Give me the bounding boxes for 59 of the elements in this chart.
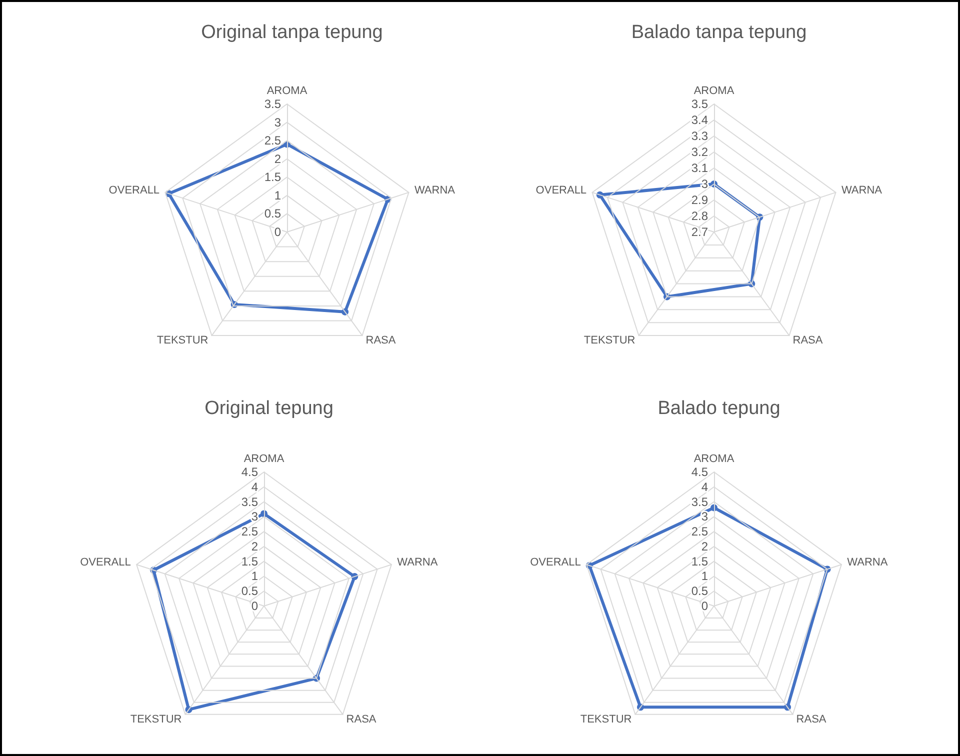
y-tick-label: 2.8 [691,209,708,223]
y-tick-label: 4.5 [241,465,258,479]
spoke-label: RASA [792,334,824,346]
y-tick-label: 1 [274,188,282,202]
spoke-label: WARNA [414,184,456,197]
y-tick-label: 2.7 [691,225,708,239]
y-tick-label: 3 [274,115,282,130]
y-tick-label: 4.5 [691,465,708,479]
spoke-label: OVERALL [80,556,131,569]
y-tick-label: 3.1 [691,161,708,175]
chart-title: Balado tepung [658,398,780,419]
spoke-label: OVERALL [536,184,587,197]
spoke-label: WARNA [397,556,438,569]
y-tick-label: 2.5 [264,134,282,148]
y-tick-label: 3.5 [241,494,258,509]
y-tick-label: 2.5 [241,524,258,539]
y-tick-label: 1 [251,569,258,584]
spoke-label: WARNA [847,556,888,569]
chart-title: Original tanpa tepung [201,22,383,43]
chart-title: Original tepung [204,398,334,419]
y-tick-label: 2.5 [691,524,708,539]
y-tick-label: 1 [701,569,708,584]
y-tick-label: 4 [701,480,708,494]
spoke-label: TEKSTUR [580,713,632,726]
spoke-label: RASA [346,713,377,726]
y-tick-label: 3.2 [691,145,708,159]
y-tick-label: 3 [701,510,708,524]
spoke-label: AROMA [694,453,735,466]
y-tick-label: 3.3 [691,129,708,143]
spoke-label: OVERALL [108,184,160,197]
y-tick-label: 3.5 [264,97,282,111]
y-tick-label: 2.9 [691,193,708,207]
y-tick-label: 4 [251,480,258,494]
y-tick-label: 1.5 [691,554,708,568]
y-tick-label: 3.4 [691,113,708,127]
spoke-label: AROMA [244,453,285,466]
y-tick-label: 0.5 [264,206,282,221]
y-tick-label: 3.5 [691,97,708,111]
y-tick-label: 2 [251,539,258,554]
y-tick-label: 1.5 [264,170,282,184]
spoke-label: TEKSTUR [130,713,182,726]
y-tick-label: 0.5 [241,584,258,598]
y-tick-label: 3 [701,177,708,191]
y-tick-label: 3.5 [691,494,708,509]
spoke-label: RASA [366,334,396,346]
spoke-label: TEKSTUR [584,334,636,346]
spoke-label: WARNA [841,184,883,197]
y-tick-label: 2 [701,539,708,554]
spoke-label: AROMA [266,85,308,98]
spoke-label: TEKSTUR [156,334,208,346]
spoke-label: OVERALL [530,556,581,569]
y-tick-label: 3 [251,510,258,524]
y-tick-label: 0 [274,225,282,239]
chart-title: Balado tanpa tepung [631,22,807,43]
y-tick-label: 0.5 [691,584,708,598]
y-tick-label: 2 [274,152,282,166]
spoke-label: RASA [796,713,827,726]
y-tick-label: 1.5 [241,554,258,568]
spoke-label: AROMA [694,85,735,98]
